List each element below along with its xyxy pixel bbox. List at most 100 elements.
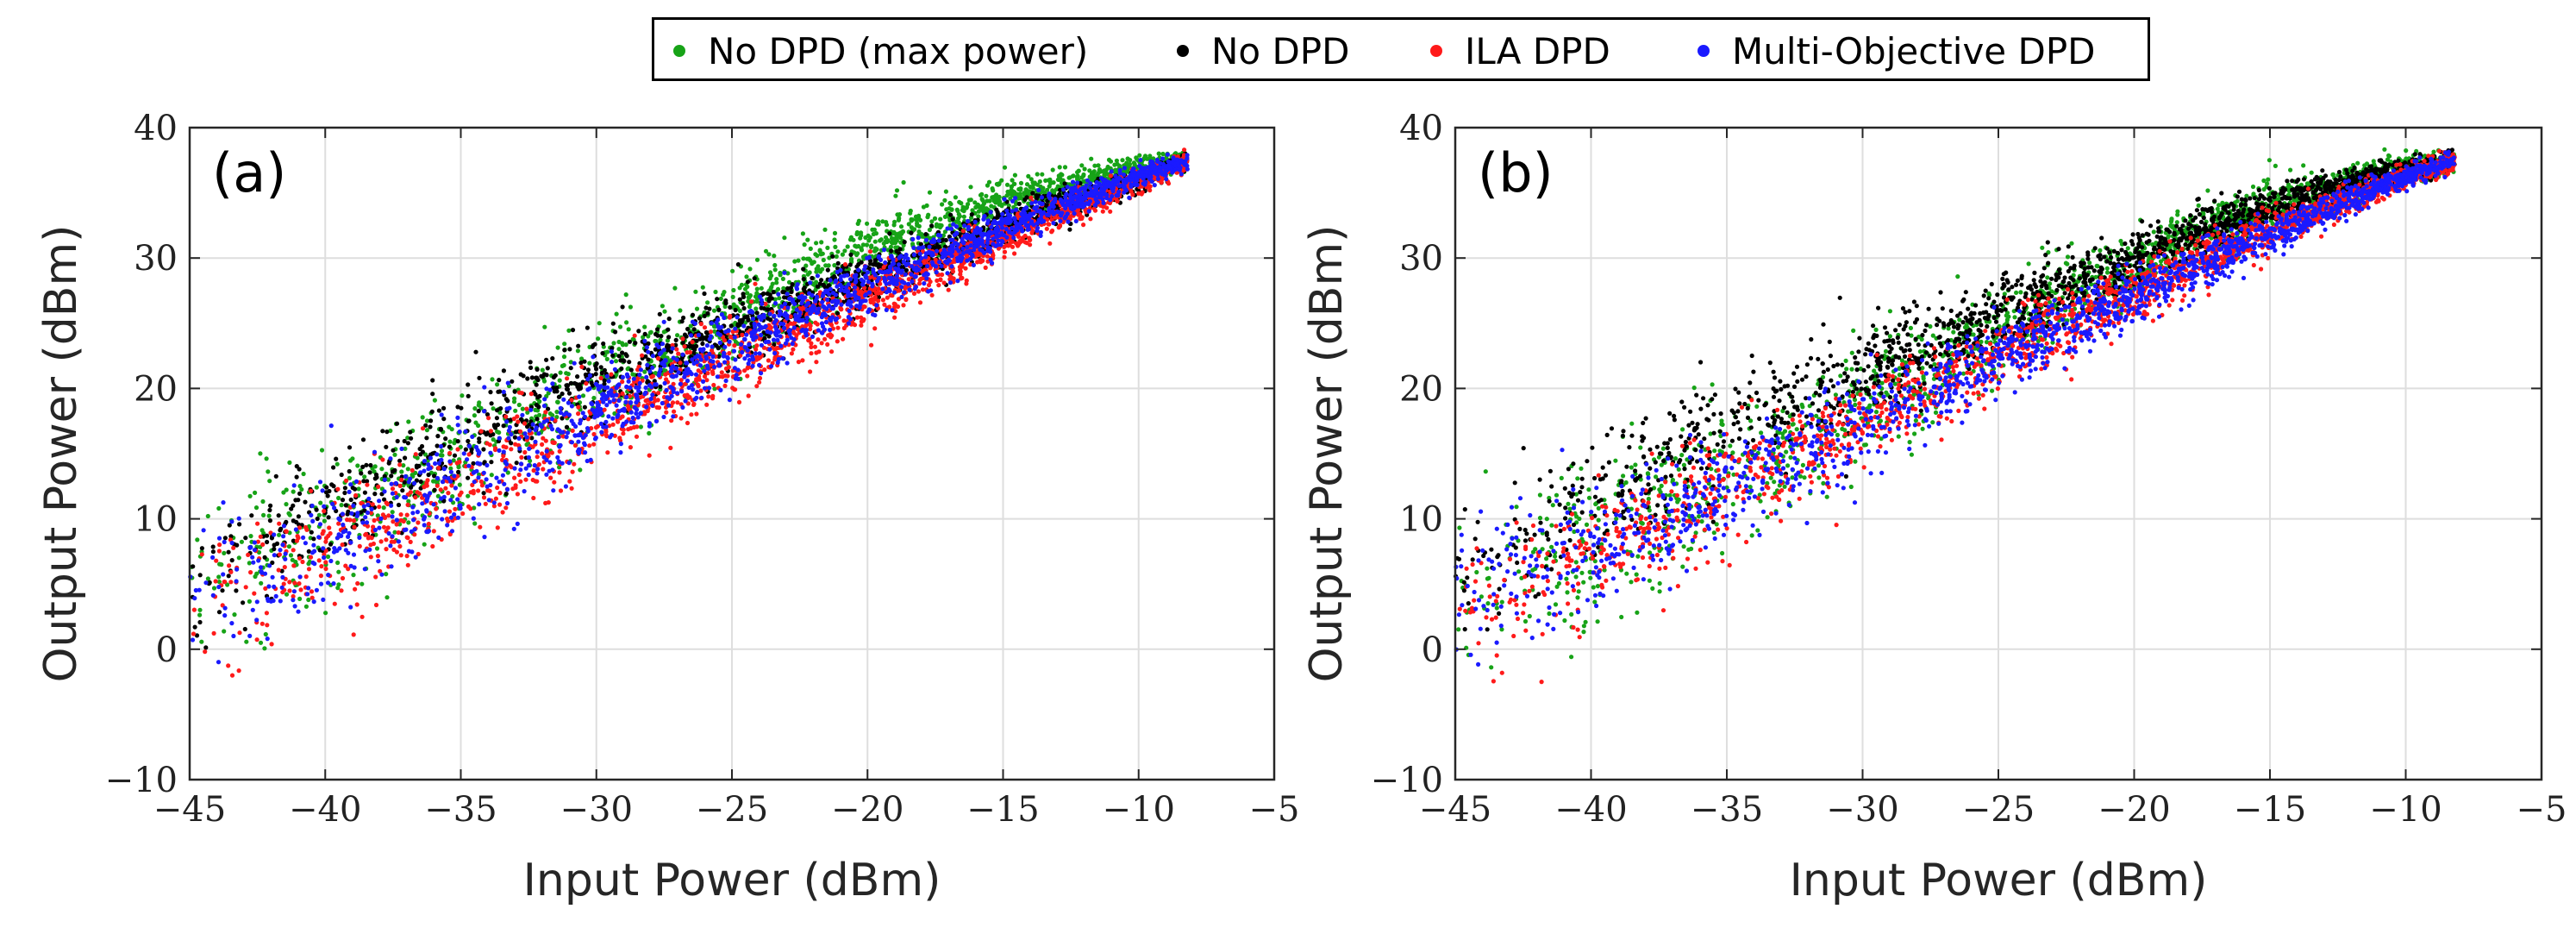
data-point	[449, 483, 454, 488]
data-point	[247, 561, 252, 566]
data-point	[210, 549, 216, 555]
data-point	[860, 242, 866, 248]
data-point	[693, 289, 698, 294]
data-point	[360, 581, 365, 586]
data-point	[757, 379, 762, 385]
data-point	[630, 336, 635, 342]
data-point	[863, 235, 868, 241]
data-point	[446, 491, 451, 496]
data-point	[623, 352, 628, 357]
data-point	[392, 530, 397, 535]
data-point	[1182, 147, 1187, 153]
data-point	[420, 426, 426, 431]
data-point	[277, 552, 282, 557]
data-point	[522, 421, 528, 426]
data-point	[722, 304, 728, 310]
data-point	[994, 207, 999, 212]
data-point	[533, 407, 538, 412]
data-point	[497, 502, 503, 507]
data-point	[472, 521, 478, 526]
data-point	[808, 369, 813, 374]
data-point	[575, 374, 580, 379]
data-point	[390, 486, 396, 492]
data-point	[613, 359, 619, 364]
data-point	[450, 494, 455, 499]
data-point	[267, 479, 272, 484]
data-point	[368, 462, 373, 468]
data-point	[903, 297, 909, 303]
data-point	[710, 396, 716, 401]
data-point	[537, 393, 542, 398]
data-point	[856, 261, 861, 267]
data-point	[545, 366, 550, 371]
data-point	[389, 539, 394, 544]
data-point	[367, 470, 372, 475]
data-point	[378, 539, 384, 544]
data-point	[372, 492, 378, 497]
data-point	[719, 370, 724, 375]
data-point	[509, 447, 514, 452]
data-point	[817, 248, 822, 253]
data-point	[711, 382, 716, 388]
data-point	[916, 289, 921, 294]
data-point	[970, 208, 975, 213]
data-point	[689, 412, 694, 417]
data-point	[278, 528, 283, 533]
data-point	[297, 491, 303, 497]
data-point	[452, 441, 457, 446]
data-point	[503, 414, 509, 419]
data-point	[700, 341, 705, 347]
data-point	[656, 391, 661, 396]
data-point	[711, 323, 717, 329]
data-point	[710, 369, 716, 374]
data-point	[1010, 244, 1016, 249]
data-point	[546, 454, 551, 459]
data-point	[548, 475, 553, 480]
data-point	[237, 522, 242, 527]
data-point	[819, 341, 824, 346]
data-point	[822, 227, 828, 232]
data-point	[298, 587, 303, 592]
data-point	[518, 479, 523, 484]
data-point	[672, 409, 677, 414]
data-point	[1004, 182, 1010, 187]
data-point	[1102, 168, 1107, 173]
data-point	[416, 520, 421, 525]
data-point	[528, 360, 533, 365]
data-point	[197, 612, 203, 617]
data-point	[562, 342, 567, 347]
data-point	[789, 351, 795, 356]
data-point	[396, 502, 402, 508]
data-point	[399, 477, 404, 482]
data-point	[864, 242, 870, 248]
data-point	[901, 179, 906, 185]
data-point	[435, 483, 440, 488]
data-point	[432, 398, 437, 403]
data-point	[343, 563, 348, 568]
data-point	[809, 344, 814, 349]
data-point	[291, 548, 296, 553]
data-point	[489, 460, 494, 465]
data-point	[953, 195, 958, 200]
data-point	[555, 399, 560, 404]
data-point	[222, 629, 227, 634]
data-point	[598, 375, 603, 380]
data-point	[476, 488, 481, 493]
data-point	[832, 237, 837, 242]
data-point	[309, 530, 314, 535]
data-point	[927, 227, 932, 233]
data-point	[627, 360, 632, 365]
data-point	[1028, 242, 1033, 248]
data-point	[572, 380, 578, 386]
data-point	[297, 484, 303, 489]
data-point	[685, 326, 691, 332]
data-point	[214, 558, 219, 563]
data-point	[964, 205, 969, 210]
data-point	[466, 418, 472, 423]
legend-marker-black	[1177, 45, 1189, 57]
data-point	[430, 378, 435, 383]
data-point	[352, 524, 357, 530]
data-point	[1095, 172, 1100, 178]
data-point	[331, 484, 336, 489]
data-point	[361, 479, 366, 484]
